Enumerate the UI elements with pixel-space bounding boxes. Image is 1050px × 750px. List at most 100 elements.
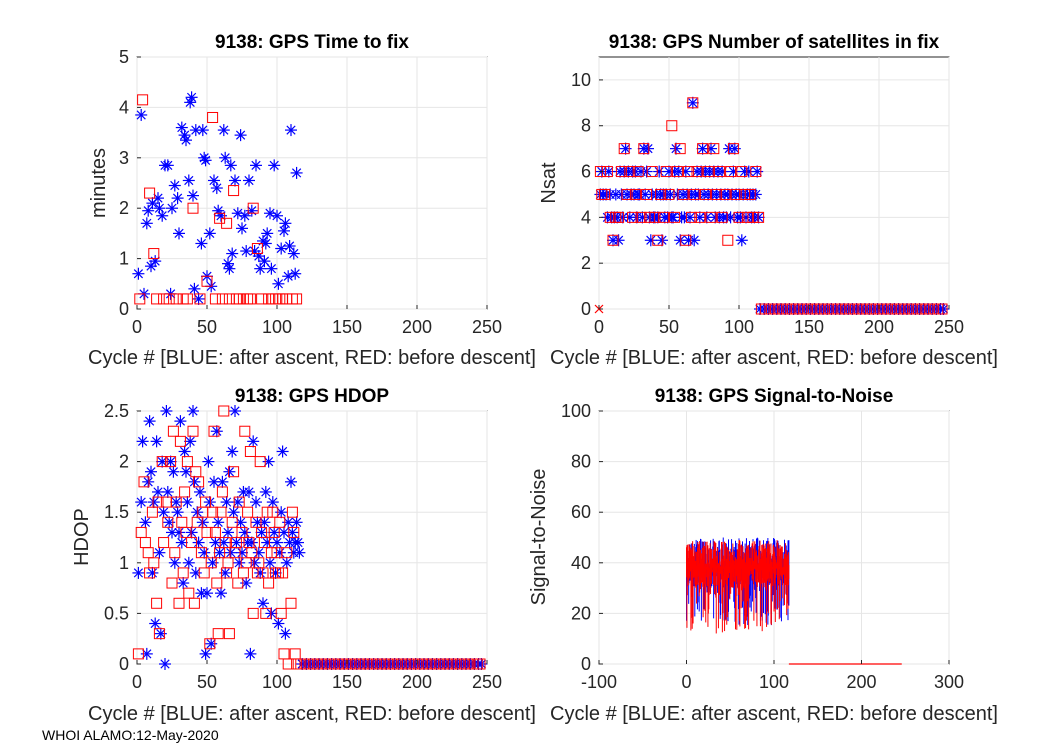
point-after-ascent	[156, 209, 169, 222]
star-stroke	[653, 212, 663, 222]
point-after-ascent	[222, 526, 234, 539]
star-stroke	[189, 477, 200, 487]
point-after-ascent	[160, 405, 173, 417]
tick-label-x: 100	[759, 672, 789, 692]
star-stroke	[265, 208, 275, 218]
point-before-descent	[246, 547, 258, 559]
star-stroke	[193, 294, 204, 304]
point-before-descent	[212, 628, 224, 640]
point-after-ascent	[216, 475, 229, 488]
star-stroke	[164, 517, 174, 527]
point-after-ascent	[696, 142, 709, 155]
point-after-ascent	[195, 237, 208, 250]
point-before-descent	[282, 658, 294, 670]
panel-hdop: 0 50 100 150 200 250 0 0.5 1 1.5 2 2.5 9138: GPS HD…	[71, 386, 536, 725]
tick-label-x: 250	[934, 317, 964, 337]
point-before-descent	[165, 456, 177, 468]
point-before-descent	[260, 607, 272, 619]
point-after-ascent	[217, 124, 230, 137]
point-before-descent	[725, 166, 737, 178]
star-stroke	[149, 497, 159, 507]
tick-label-x: 100	[724, 317, 754, 337]
star-stroke	[205, 497, 215, 507]
grid-time-to-fix	[136, 56, 488, 310]
point-before-descent	[163, 293, 175, 305]
star-stroke	[230, 175, 240, 186]
point-after-ascent	[166, 202, 178, 215]
star-stroke	[241, 246, 251, 256]
point-after-ascent	[171, 506, 184, 519]
star-stroke	[275, 548, 285, 558]
point-before-descent	[258, 537, 270, 549]
point-before-descent	[624, 166, 636, 178]
point-after-ascent	[147, 496, 160, 509]
point-before-descent	[201, 275, 213, 287]
point-before-descent	[265, 547, 277, 559]
point-before-descent	[669, 211, 681, 223]
point-before-descent	[186, 537, 198, 549]
star-stroke	[254, 548, 264, 558]
title-time-to-fix: 9138: GPS Time to fix	[215, 32, 409, 53]
star-stroke	[293, 537, 303, 548]
point-before-descent	[226, 516, 238, 528]
point-before-descent	[200, 496, 212, 508]
star-stroke	[196, 238, 207, 249]
point-after-ascent	[693, 211, 706, 224]
star-stroke	[244, 175, 254, 186]
point-after-ascent	[269, 566, 282, 579]
point-after-ascent	[181, 496, 194, 509]
point-before-descent	[753, 211, 765, 223]
star-stroke	[209, 477, 219, 487]
point-after-ascent	[153, 546, 166, 559]
star-stroke	[272, 537, 282, 548]
point-before-descent	[221, 217, 233, 229]
point-before-descent	[198, 567, 210, 579]
point-after-ascent	[285, 475, 297, 488]
point-after-ascent	[163, 516, 176, 529]
star-stroke	[668, 212, 678, 222]
star-stroke	[266, 264, 277, 274]
star-stroke	[674, 166, 684, 177]
tick-label-y: 2	[119, 452, 129, 472]
star-stroke	[133, 568, 144, 578]
point-before-descent	[144, 187, 156, 199]
point-after-ascent	[285, 124, 297, 137]
star-stroke	[681, 166, 691, 177]
star-stroke	[725, 212, 736, 222]
tick-label-y: 4	[119, 97, 129, 117]
point-before-descent	[228, 185, 240, 197]
point-after-ascent	[174, 415, 187, 428]
star-stroke	[671, 144, 681, 154]
xlabel-time-to-fix: Cycle # [BLUE: after ascent, RED: before…	[88, 347, 536, 369]
point-before-descent	[156, 456, 168, 468]
point-before-descent	[727, 143, 739, 155]
point-after-ascent	[751, 165, 764, 178]
point-after-ascent	[161, 485, 174, 498]
star-stroke	[255, 568, 265, 578]
point-before-descent	[268, 526, 280, 538]
star-stroke	[142, 649, 152, 659]
point-after-ascent	[184, 435, 197, 448]
point-after-ascent	[223, 465, 236, 478]
star-stroke	[186, 527, 197, 538]
star-stroke	[220, 568, 230, 578]
star-stroke	[279, 527, 289, 538]
star-stroke	[654, 166, 664, 177]
star-stroke	[213, 517, 223, 527]
point-after-ascent	[688, 234, 701, 247]
point-before-descent	[223, 628, 235, 640]
star-stroke	[252, 517, 263, 527]
point-before-descent	[256, 293, 268, 305]
star-stroke	[165, 456, 176, 467]
star-stroke	[207, 558, 218, 568]
star-stroke	[268, 497, 278, 507]
point-after-ascent	[136, 435, 149, 448]
point-after-ascent	[292, 536, 304, 549]
title-snr: 9138: GPS Signal-to-Noise	[655, 386, 894, 407]
tick-label-x: -100	[581, 672, 617, 692]
point-before-descent	[219, 537, 231, 549]
point-after-ascent	[132, 566, 145, 579]
star-stroke	[697, 144, 708, 154]
point-after-ascent	[258, 255, 271, 268]
star-stroke	[153, 487, 163, 497]
